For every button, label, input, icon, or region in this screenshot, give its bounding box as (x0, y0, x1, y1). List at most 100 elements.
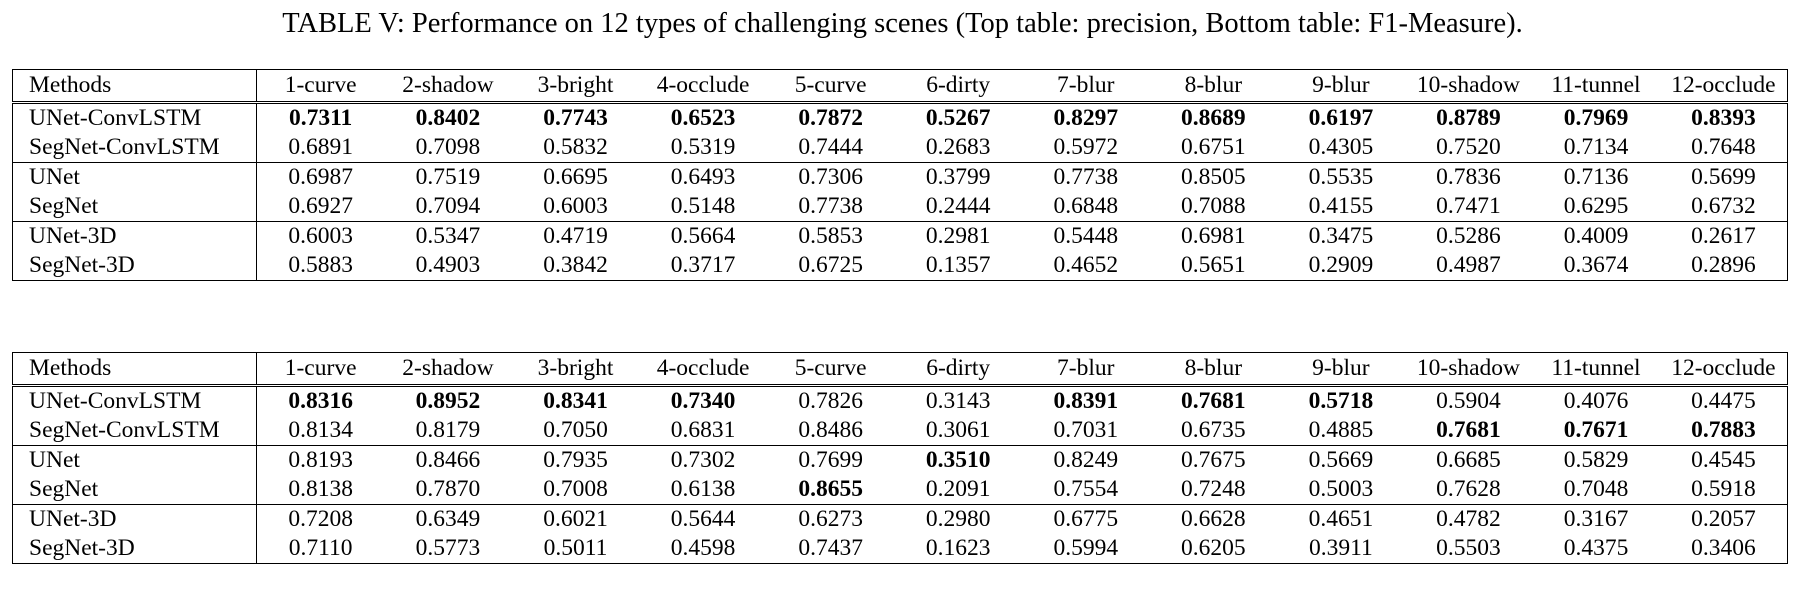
table-row: UNet 0.8193 0.8466 0.7935 0.7302 0.7699 0.3510… (12, 445, 1788, 475)
value-cell: 0.4903 (384, 251, 512, 281)
value-cell: 0.8341 (543, 388, 608, 414)
value-cell: 0.8505 (1149, 162, 1278, 192)
value-cell: 0.2683 (925, 134, 991, 160)
value-cell: 0.3799 (894, 162, 1022, 192)
value-cell: 0.2980 (894, 504, 1022, 534)
value-cell: 0.5267 (925, 105, 991, 131)
value-cell: 0.6831 (670, 417, 736, 443)
table-row: SegNet-3D 0.5883 0.4903 0.3842 0.3717 0.6725 0… (12, 251, 1788, 281)
method-name-cell: UNet-ConvLSTM (12, 102, 258, 133)
value-cell: 0.6493 (639, 162, 767, 192)
column-header: 5-curve (766, 352, 895, 387)
value-cell: 0.7437 (766, 534, 895, 564)
value-cell: 0.6295 (1563, 193, 1629, 219)
method-name-cell: UNet-ConvLSTM (12, 385, 258, 416)
value-cell: 0.7826 (798, 388, 863, 414)
value-cell: 0.5994 (1021, 534, 1150, 564)
value-cell: 0.8391 (1053, 388, 1119, 414)
value-cell: 0.5011 (511, 534, 640, 564)
value-cell: 0.6138 (670, 476, 736, 502)
value-cell: 0.4987 (1404, 251, 1533, 281)
value-cell: 0.7302 (639, 445, 767, 475)
value-cell: 0.3061 (925, 417, 991, 443)
value-cell: 0.6732 (1691, 193, 1756, 219)
method-name-cell: UNet-3D (12, 504, 258, 534)
column-header: 3-bright (511, 352, 640, 387)
value-cell: 0.7883 (1691, 417, 1756, 443)
value-cell: 0.5003 (1308, 476, 1374, 502)
value-cell: 0.6205 (1149, 534, 1278, 564)
method-name-cell: UNet-3D (12, 221, 258, 251)
value-cell: 0.7628 (1436, 476, 1501, 502)
value-cell: 0.8134 (288, 417, 353, 443)
value-cell: 0.7248 (1181, 476, 1246, 502)
value-cell: 0.1623 (894, 534, 1022, 564)
value-cell: 0.7008 (543, 476, 608, 502)
table-row: UNet-3D 0.7208 0.6349 0.6021 0.5644 0.6273 0.2… (12, 504, 1788, 534)
value-cell: 0.4782 (1404, 504, 1533, 534)
method-name-cell: SegNet (12, 475, 258, 505)
value-cell: 0.8655 (798, 476, 863, 502)
table-row: SegNet-ConvLSTM 0.8134 0.8179 0.7050 0.6831 0… (12, 416, 1788, 446)
column-header: 9-blur (1277, 352, 1405, 387)
value-cell: 0.7136 (1532, 162, 1660, 192)
value-cell: 0.6735 (1181, 417, 1246, 443)
value-cell: 0.5148 (670, 193, 736, 219)
table-row: UNet-3D 0.6003 0.5347 0.4719 0.5664 0.5853 0.2… (12, 221, 1788, 251)
column-header: 5-curve (766, 69, 895, 104)
table-row: UNet-ConvLSTM 0.8316 0.8952 0.8341 0.7340 0.7… (12, 385, 1788, 416)
value-cell: 0.3842 (511, 251, 640, 281)
value-cell: 0.5718 (1308, 388, 1374, 414)
column-header: 2-shadow (384, 69, 512, 104)
value-cell: 0.5347 (384, 221, 512, 251)
value-cell: 0.7648 (1691, 134, 1756, 160)
column-header: 1-curve (256, 69, 385, 104)
value-cell: 0.6725 (766, 251, 895, 281)
column-header: 12-occlude (1659, 69, 1788, 104)
value-cell: 0.8316 (288, 388, 353, 414)
value-cell: 0.7681 (1181, 388, 1246, 414)
value-cell: 0.3717 (639, 251, 767, 281)
value-cell: 0.8486 (798, 417, 863, 443)
value-cell: 0.3674 (1532, 251, 1660, 281)
column-header-methods: Methods (12, 352, 258, 387)
column-header: 7-blur (1021, 352, 1150, 387)
value-cell: 0.2981 (894, 221, 1022, 251)
table-header-row: Methods 1-curve 2-shadow 3-bright 4-occlude 5… (12, 352, 1788, 387)
value-cell: 0.5832 (543, 134, 608, 160)
value-cell: 0.3143 (925, 388, 991, 414)
value-cell: 0.5829 (1532, 445, 1660, 475)
table-header-row: Methods 1-curve 2-shadow 3-bright 4-occlude 5… (12, 69, 1788, 104)
column-header: 7-blur (1021, 69, 1150, 104)
value-cell: 0.7743 (543, 105, 608, 131)
value-cell: 0.7675 (1149, 445, 1278, 475)
value-cell: 0.7870 (415, 476, 481, 502)
value-cell: 0.4719 (511, 221, 640, 251)
value-cell: 0.4475 (1691, 388, 1756, 414)
value-cell: 0.6523 (670, 105, 736, 131)
value-cell: 0.7738 (798, 193, 863, 219)
table-row: SegNet-ConvLSTM 0.6891 0.7098 0.5832 0.5319 0… (12, 133, 1788, 163)
value-cell: 0.7340 (670, 388, 736, 414)
value-cell: 0.6775 (1021, 504, 1150, 534)
value-cell: 0.8138 (288, 476, 353, 502)
column-header: 11-tunnel (1532, 352, 1660, 387)
value-cell: 0.7554 (1053, 476, 1119, 502)
table-caption: TABLE V: Performance on 12 types of chal… (282, 8, 1523, 39)
value-cell: 0.6751 (1181, 134, 1246, 160)
value-cell: 0.8249 (1021, 445, 1150, 475)
precision-table: Methods 1-curve 2-shadow 3-bright 4-occlude 5… (12, 69, 1788, 281)
value-cell: 0.7935 (511, 445, 640, 475)
column-header: 8-blur (1149, 352, 1278, 387)
value-cell: 0.7671 (1563, 417, 1629, 443)
value-cell: 0.5644 (639, 504, 767, 534)
value-cell: 0.6927 (288, 193, 353, 219)
value-cell: 0.2617 (1659, 221, 1788, 251)
method-name-cell: SegNet-3D (12, 251, 258, 281)
value-cell: 0.4652 (1021, 251, 1150, 281)
value-cell: 0.6981 (1149, 221, 1278, 251)
value-cell: 0.8393 (1691, 105, 1756, 131)
value-cell: 0.7519 (384, 162, 512, 192)
method-name-cell: SegNet-ConvLSTM (12, 133, 258, 163)
value-cell: 0.7681 (1436, 417, 1501, 443)
